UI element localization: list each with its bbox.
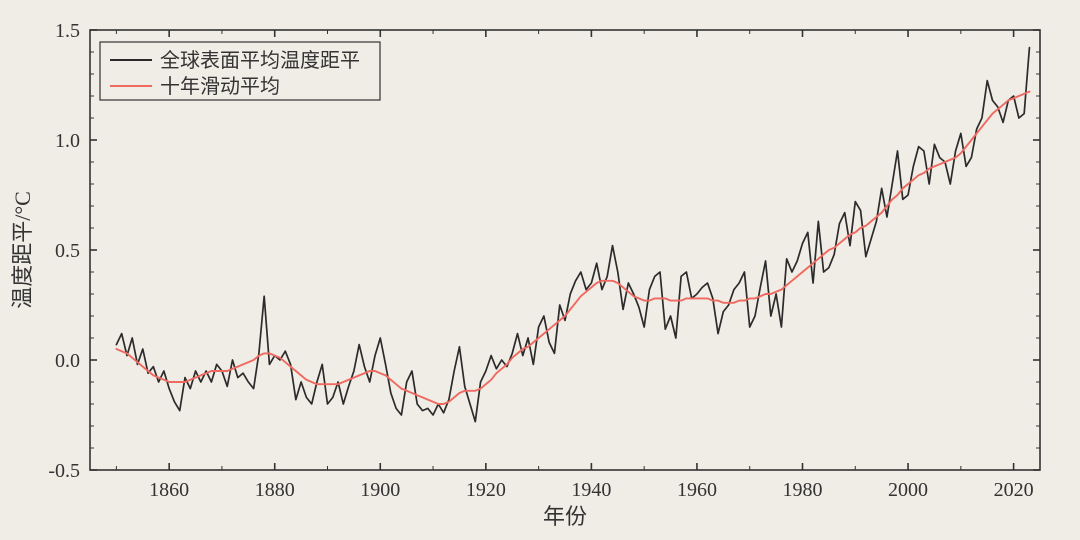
svg-text:0.0: 0.0 — [55, 350, 80, 372]
y-axis-label: 温度距平/°C — [10, 191, 35, 309]
svg-text:1940: 1940 — [571, 479, 611, 501]
svg-text:2020: 2020 — [994, 479, 1034, 501]
svg-text:1980: 1980 — [783, 479, 823, 501]
chart-svg: 1860 1880 1900 1920 1940 1960 1980 2000 2020 -0.5… — [0, 0, 1080, 540]
svg-text:2000: 2000 — [888, 479, 928, 501]
svg-text:1.0: 1.0 — [55, 130, 80, 152]
legend-label-0: 全球表面平均温度距平 — [160, 49, 360, 72]
svg-text:1.5: 1.5 — [55, 20, 80, 42]
temperature-anomaly-chart: 1860 1880 1900 1920 1940 1960 1980 2000 2020 -0.5… — [0, 0, 1080, 540]
svg-text:1920: 1920 — [466, 479, 506, 501]
svg-text:1960: 1960 — [677, 479, 717, 501]
svg-text:1900: 1900 — [360, 479, 400, 501]
svg-text:1860: 1860 — [149, 479, 189, 501]
legend-label-1: 十年滑动平均 — [160, 75, 280, 98]
svg-text:0.5: 0.5 — [55, 240, 80, 262]
svg-text:-0.5: -0.5 — [48, 460, 80, 482]
x-axis-label: 年份 — [543, 504, 587, 529]
svg-text:1880: 1880 — [255, 479, 295, 501]
